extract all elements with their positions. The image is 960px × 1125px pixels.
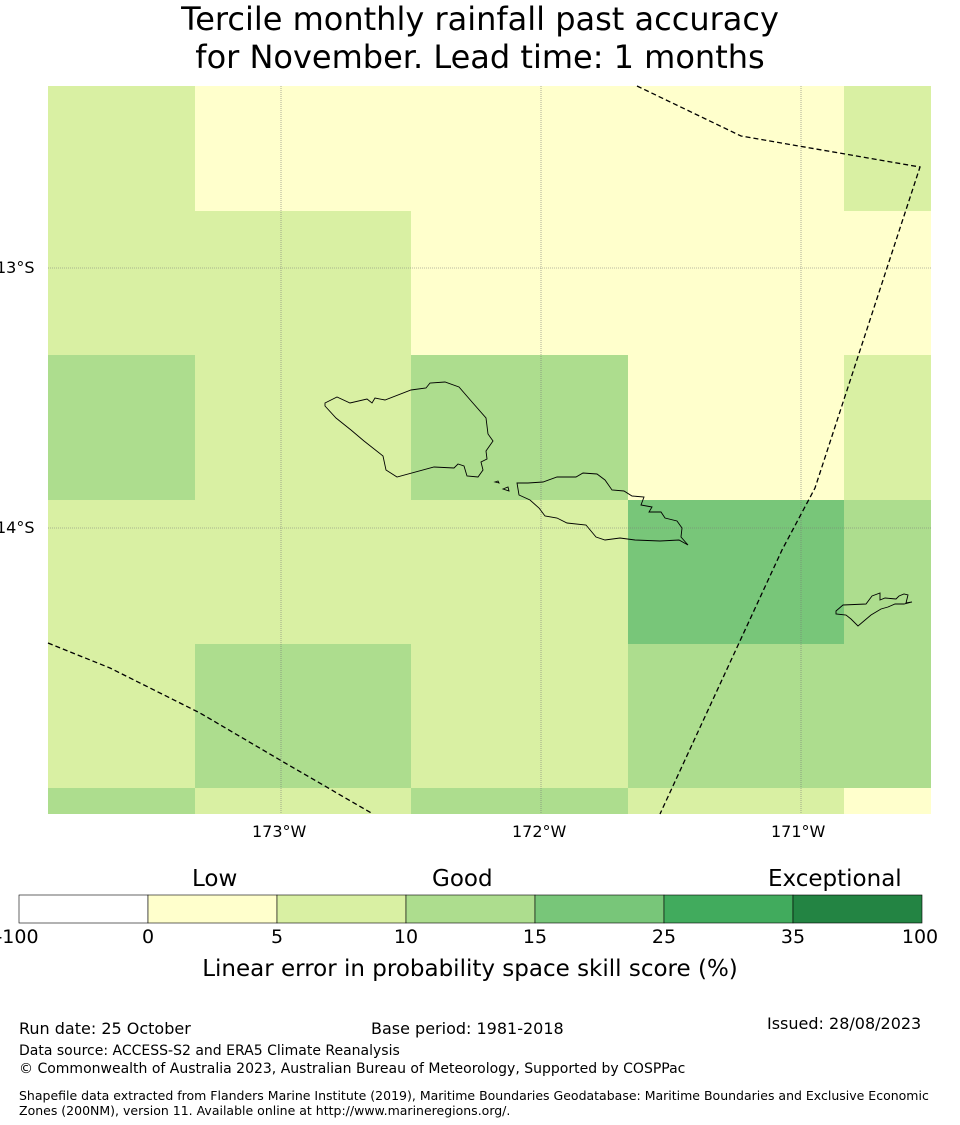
data-source: Data source: ACCESS-S2 and ERA5 Climate … bbox=[19, 1043, 400, 1059]
colorbar-segment bbox=[147, 894, 278, 924]
manono-islet bbox=[501, 486, 510, 492]
issued-date: Issued: 28/08/2023 bbox=[767, 1014, 922, 1033]
lon-label-173w: 173°W bbox=[252, 822, 307, 841]
grid-cell bbox=[411, 644, 628, 788]
grid-cell bbox=[844, 644, 931, 788]
grid-cell bbox=[844, 86, 931, 211]
colorbar-category-exceptional: Exceptional bbox=[768, 866, 902, 892]
lon-label-171w: 171°W bbox=[771, 822, 826, 841]
colorbar-tick: 35 bbox=[780, 926, 806, 948]
grid-cell bbox=[628, 86, 844, 211]
grid-cell bbox=[628, 644, 844, 788]
grid-cell bbox=[48, 500, 195, 644]
lon-label-172w: 172°W bbox=[512, 822, 567, 841]
grid-cell bbox=[411, 355, 628, 500]
colorbar-tick: 25 bbox=[651, 926, 677, 948]
skill-grid bbox=[48, 86, 931, 814]
run-date: Run date: 25 October bbox=[19, 1019, 191, 1038]
colorbar-segment bbox=[276, 894, 407, 924]
grid-cell bbox=[844, 788, 931, 814]
grid-cell bbox=[195, 644, 411, 788]
chart-title: Tercile monthly rainfall past accuracy f… bbox=[0, 0, 960, 76]
grid-cell bbox=[628, 355, 844, 500]
colorbar-segment bbox=[18, 894, 149, 924]
grid-cell bbox=[628, 211, 844, 355]
title-line-1: Tercile monthly rainfall past accuracy bbox=[181, 0, 779, 38]
copyright: © Commonwealth of Australia 2023, Austra… bbox=[19, 1061, 686, 1077]
colorbar-segment bbox=[534, 894, 665, 924]
grid-cell bbox=[195, 211, 411, 355]
shapefile-credit: Shapefile data extracted from Flanders M… bbox=[19, 1088, 929, 1118]
apolima-islet bbox=[493, 480, 500, 484]
grid-cell bbox=[48, 644, 195, 788]
lat-label-14s: 14°S bbox=[0, 518, 35, 537]
grid-cell bbox=[628, 500, 844, 644]
grid-cell bbox=[48, 86, 195, 211]
grid-cell bbox=[195, 500, 411, 644]
colorbar-category-low: Low bbox=[192, 866, 238, 892]
coastlines bbox=[324, 381, 913, 627]
grid-cell bbox=[195, 355, 411, 500]
eez-boundary-south bbox=[47, 642, 374, 815]
colorbar-label: Linear error in probability space skill … bbox=[202, 956, 738, 982]
colorbar-tick: 10 bbox=[393, 926, 419, 948]
grid-cell bbox=[628, 788, 844, 814]
grid-cell bbox=[844, 211, 931, 355]
colorbar bbox=[18, 894, 923, 924]
grid-cell bbox=[411, 86, 628, 211]
colorbar-segment bbox=[663, 894, 794, 924]
colorbar-segment bbox=[792, 894, 923, 924]
eez-boundary-east bbox=[636, 85, 921, 815]
base-period: Base period: 1981-2018 bbox=[371, 1019, 564, 1038]
colorbar-tick: 5 bbox=[270, 926, 284, 948]
grid-cell bbox=[411, 788, 628, 814]
grid-cell bbox=[844, 500, 931, 644]
title-line-2: for November. Lead time: 1 months bbox=[195, 38, 765, 76]
colorbar-segment bbox=[405, 894, 536, 924]
savaii-island bbox=[324, 381, 494, 478]
grid-cell bbox=[48, 355, 195, 500]
maritime-boundaries bbox=[47, 85, 921, 815]
tutuila-island bbox=[835, 592, 913, 627]
grid-cell bbox=[195, 86, 411, 211]
colorbar-tick: 100 bbox=[901, 926, 939, 948]
graticule bbox=[48, 86, 931, 814]
colorbar-tick: -100 bbox=[0, 926, 39, 948]
lat-label-13s: 13°S bbox=[0, 258, 35, 277]
upolu-island bbox=[516, 472, 689, 546]
grid-cell bbox=[411, 500, 628, 644]
colorbar-category-good: Good bbox=[432, 866, 493, 892]
grid-cell bbox=[48, 788, 195, 814]
grid-cell bbox=[411, 211, 628, 355]
colorbar-tick: 15 bbox=[522, 926, 548, 948]
grid-cell bbox=[48, 211, 195, 355]
grid-cell bbox=[844, 355, 931, 500]
colorbar-tick: 0 bbox=[141, 926, 155, 948]
grid-cell bbox=[195, 788, 411, 814]
